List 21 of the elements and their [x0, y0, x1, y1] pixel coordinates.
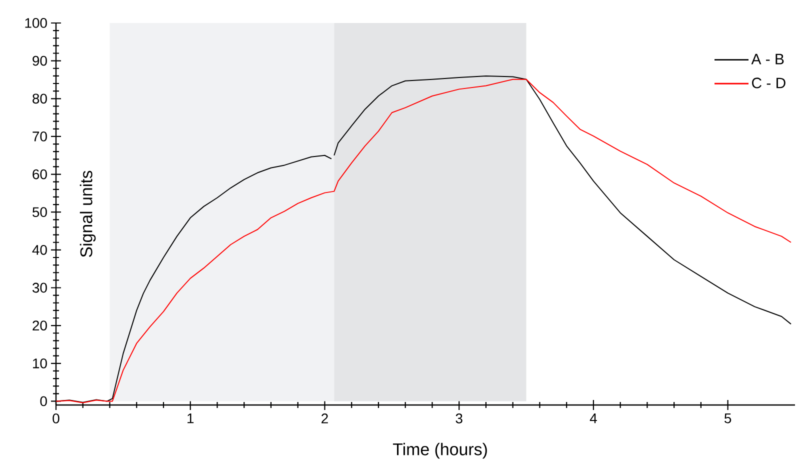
- legend-label: C - D: [752, 78, 786, 88]
- legend-label: A - B: [751, 54, 784, 64]
- y-tick-label: 40: [32, 244, 47, 255]
- x-tick-label: 0: [52, 414, 60, 424]
- y-tick-label: 100: [25, 18, 47, 28]
- x-tick-label: 3: [456, 414, 462, 424]
- x-axis-title: Time (hours): [392, 442, 487, 459]
- y-tick-label: 0: [40, 396, 47, 406]
- y-tick-label: 80: [32, 94, 47, 104]
- y-tick-label: 50: [32, 207, 47, 218]
- x-tick-label: 4: [590, 414, 597, 424]
- y-tick-label: 90: [32, 56, 47, 66]
- x-tick-label: 1: [188, 414, 194, 424]
- y-axis-title: Signal units: [80, 170, 96, 258]
- x-tick-label: 5: [724, 414, 732, 424]
- y-tick-label: 30: [32, 282, 47, 293]
- y-tick-label: 70: [32, 132, 47, 142]
- y-tick-label: 10: [33, 358, 47, 368]
- y-tick-label: 20: [32, 320, 47, 331]
- y-tick-label: 60: [32, 169, 47, 180]
- x-tick-label: 2: [322, 414, 328, 424]
